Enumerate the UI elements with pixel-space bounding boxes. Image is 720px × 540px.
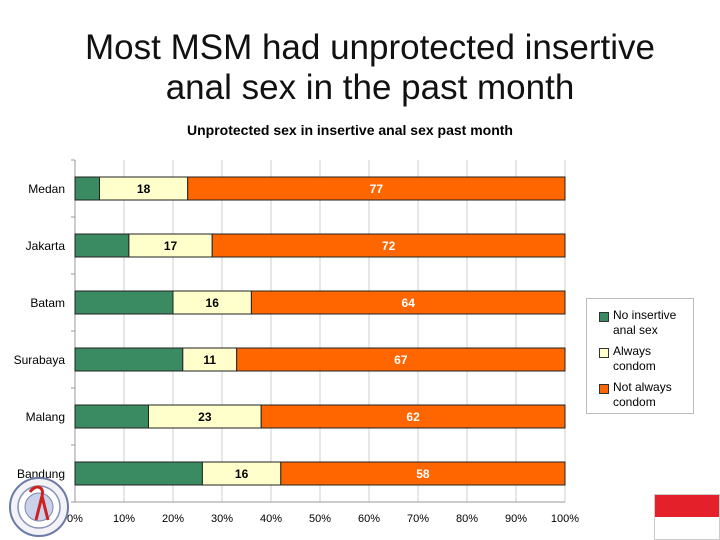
slide-title-line-1: Most MSM had unprotected insertive bbox=[85, 28, 655, 67]
data-label: 18 bbox=[137, 182, 151, 196]
bar-segment bbox=[260, 404, 566, 429]
legend-item-always-condom: Always condom bbox=[599, 344, 687, 374]
indonesia-flag-icon bbox=[654, 494, 720, 540]
legend-item-no-insertive: No insertive anal sex bbox=[599, 308, 687, 338]
bar-segment bbox=[236, 347, 566, 372]
x-tick-label: 30% bbox=[211, 513, 233, 525]
bar-segment bbox=[74, 233, 130, 258]
data-label: 16 bbox=[235, 467, 249, 481]
bar-segment bbox=[74, 461, 203, 486]
data-label: 17 bbox=[164, 239, 178, 253]
x-tick-label: 60% bbox=[358, 513, 380, 525]
x-tick-label: 70% bbox=[407, 513, 429, 525]
organization-seal-logo bbox=[9, 477, 69, 537]
x-tick-label: 80% bbox=[456, 513, 478, 525]
x-tick-label: 10% bbox=[113, 513, 135, 525]
data-label: 16 bbox=[206, 296, 220, 310]
data-label: 72 bbox=[382, 239, 396, 253]
x-tick-label: 50% bbox=[309, 513, 331, 525]
data-label: 11 bbox=[203, 353, 216, 367]
bar-segment bbox=[74, 404, 149, 429]
category-label: Surabaya bbox=[14, 353, 66, 367]
legend-label-always-condom: Always condom bbox=[613, 344, 656, 373]
bar-segment bbox=[74, 290, 174, 315]
data-label: 64 bbox=[402, 296, 416, 310]
legend-swatch-always-condom bbox=[599, 348, 609, 358]
category-label: Jakarta bbox=[26, 239, 66, 253]
data-label: 58 bbox=[416, 467, 430, 481]
data-label: 62 bbox=[406, 410, 420, 424]
category-label: Bandung bbox=[17, 467, 65, 481]
bar-segment bbox=[74, 176, 100, 201]
x-tick-label: 100% bbox=[551, 513, 579, 525]
data-label: 23 bbox=[198, 410, 212, 424]
x-tick-label: 90% bbox=[505, 513, 527, 525]
bar-segment bbox=[211, 233, 566, 258]
legend-swatch-no-insertive bbox=[599, 312, 609, 322]
bar-segment bbox=[280, 461, 566, 486]
chart-title: Unprotected sex in insertive anal sex pa… bbox=[187, 122, 513, 138]
bar-segment bbox=[250, 290, 566, 315]
category-label: Malang bbox=[26, 410, 65, 424]
legend-item-not-always-condom: Not always condom bbox=[599, 380, 687, 410]
legend-label-no-insertive: No insertive anal sex bbox=[613, 308, 677, 337]
bar-segment bbox=[74, 347, 184, 372]
x-tick-label: 0% bbox=[67, 513, 83, 525]
legend-label-not-always-condom: Not always condom bbox=[613, 380, 672, 409]
category-label: Medan bbox=[28, 182, 65, 196]
chart-legend: No insertive anal sex Always condom Not … bbox=[586, 298, 694, 414]
legend-swatch-not-always-condom bbox=[599, 384, 609, 394]
category-label: Batam bbox=[30, 296, 65, 310]
data-label: 67 bbox=[394, 353, 408, 367]
x-tick-label: 40% bbox=[260, 513, 282, 525]
slide-title-line-2: anal sex in the past month bbox=[165, 68, 575, 107]
data-label: 77 bbox=[370, 182, 384, 196]
slide-title: Most MSM had unprotected insertive anal … bbox=[40, 28, 700, 108]
bar-segment bbox=[187, 176, 566, 201]
x-tick-label: 20% bbox=[162, 513, 184, 525]
